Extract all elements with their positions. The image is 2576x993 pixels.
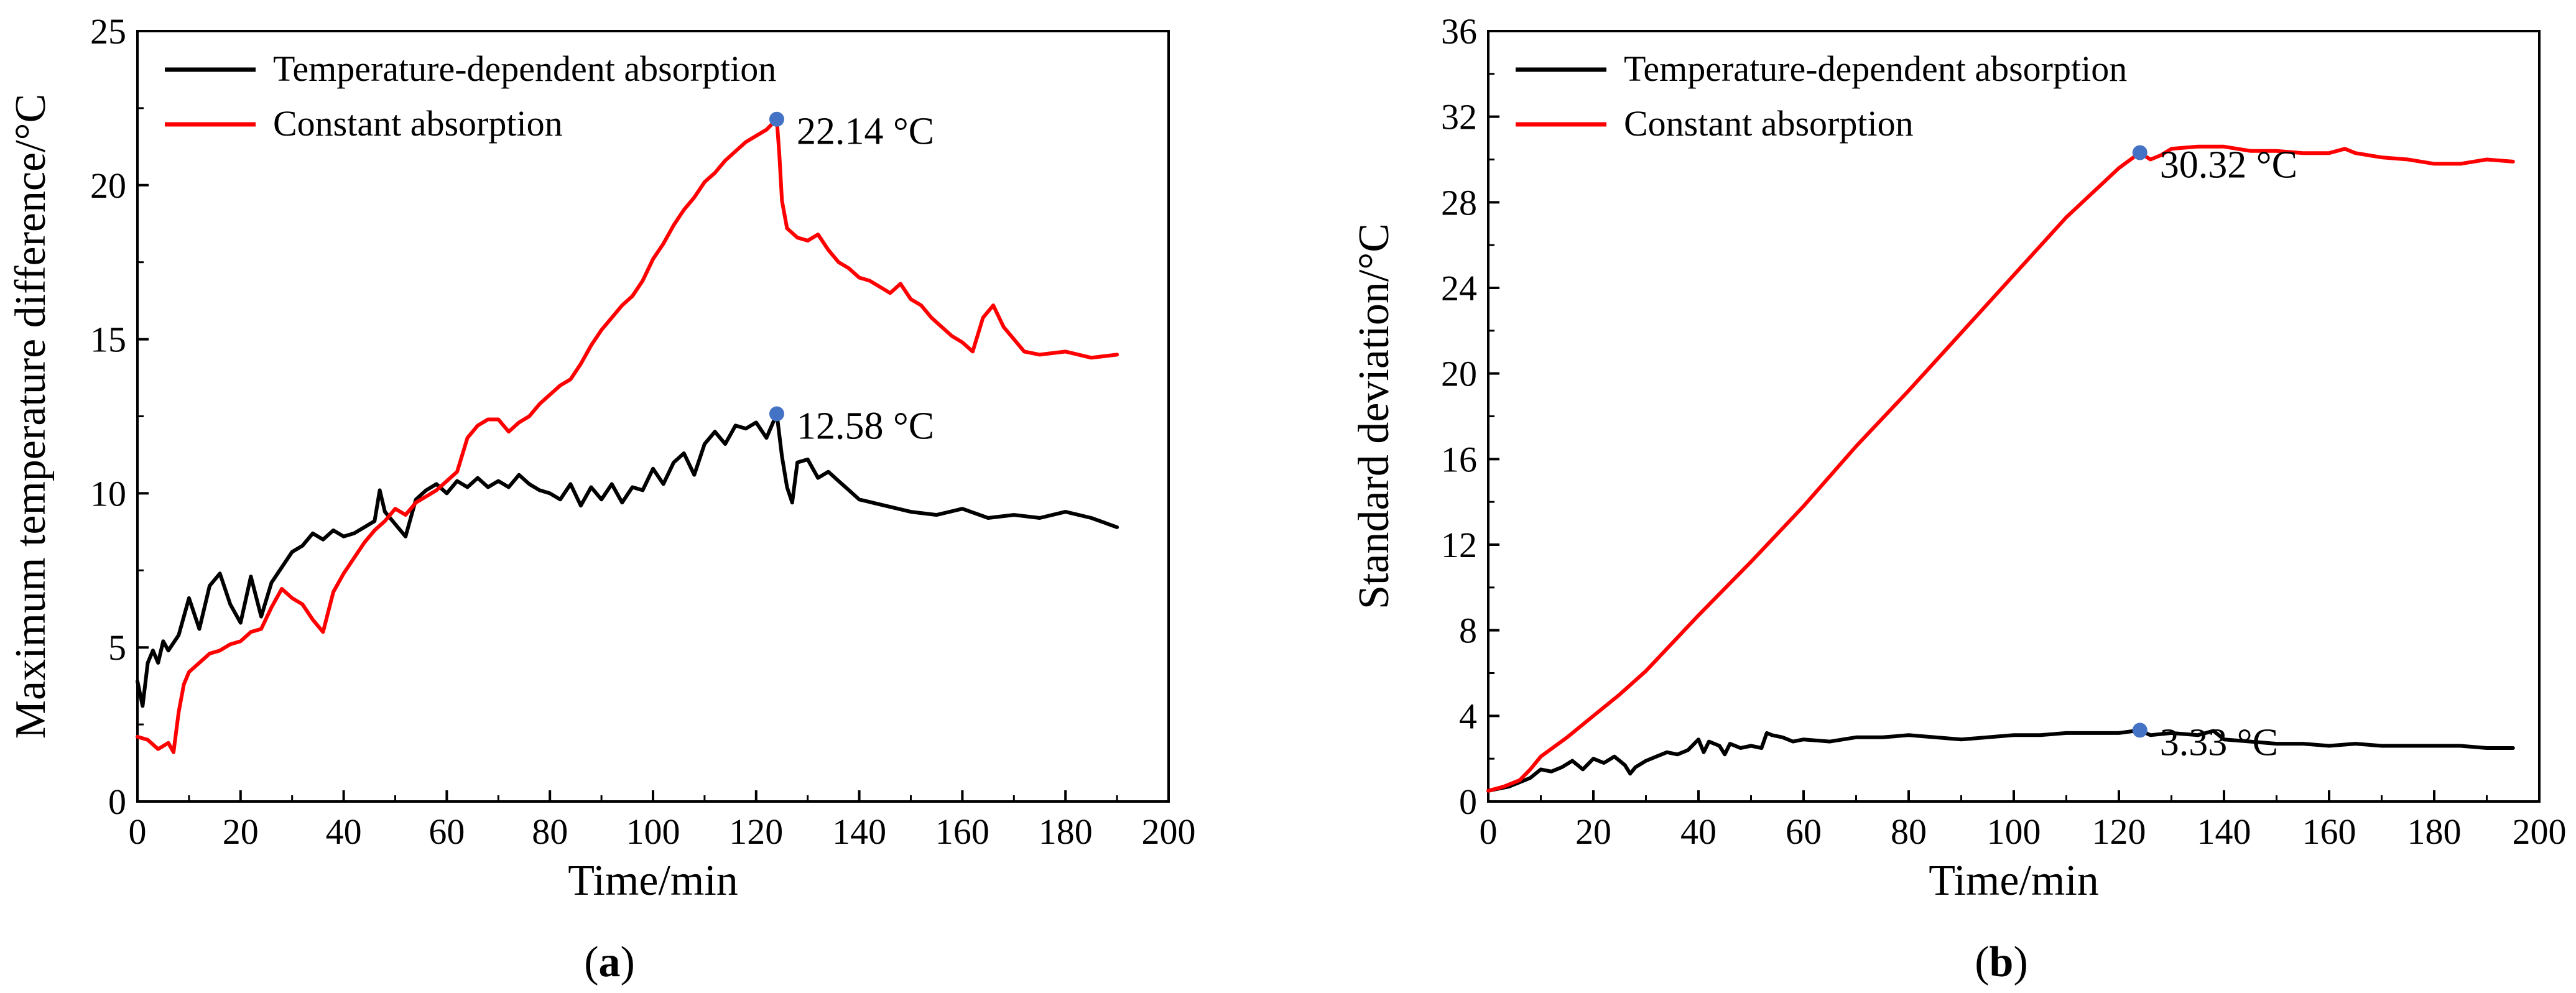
caption-letter: a [599,938,621,986]
y-axis-label: Standard deviation/°C [1350,223,1398,609]
x-axis-label: Time/min [568,857,738,905]
series-line-temperature-dependent [1486,728,2515,793]
x-tick-label: 60 [429,811,465,852]
series-line-constant [1486,144,2515,793]
x-tick-label: 200 [2513,811,2567,852]
x-tick-label: 80 [532,811,568,852]
x-tick-label: 100 [1987,811,2041,852]
series-line-constant [136,117,1119,754]
y-tick-label: 0 [108,782,126,822]
x-tick-label: 180 [2407,811,2462,852]
x-tick-label: 0 [129,811,147,852]
y-tick-label: 0 [1459,782,1477,822]
annotation-marker [769,406,784,422]
panel-caption: (b) [1975,938,2028,986]
series-line-temperature-dependent [136,412,1119,708]
x-tick-label: 80 [1891,811,1927,852]
y-tick-label: 12 [1441,525,1477,565]
y-axis-label: Maximum temperature difference/°C [7,94,55,739]
legend-label: Constant absorption [1624,103,1914,144]
y-tick-label: 24 [1441,268,1477,308]
annotation-label: 12.58 °C [797,405,934,448]
y-tick-label: 15 [90,320,126,360]
x-tick-label: 0 [1480,811,1498,852]
x-tick-label: 20 [223,811,259,852]
annotation-marker [2132,145,2147,160]
x-tick-label: 100 [626,811,680,852]
y-tick-label: 5 [108,627,126,668]
x-tick-label: 120 [729,811,783,852]
x-tick-label: 40 [326,811,362,852]
x-tick-label: 140 [832,811,886,852]
caption-open: ( [584,938,598,986]
x-tick-label: 200 [1142,811,1196,852]
x-tick-label: 160 [2302,811,2356,852]
chart-panel-a: 0 20 40 60 80 100 120 140 160 180 200 0 5 10 15 20 25 Tim… [7,11,1196,986]
y-tick-label: 28 [1441,182,1477,223]
y-tick-label: 10 [90,473,126,514]
annotation-marker [2132,723,2147,738]
caption-letter: b [1990,938,2014,986]
y-tick-label: 4 [1459,696,1477,736]
plot-frame [136,30,1170,803]
x-tick-label: 60 [1786,811,1822,852]
y-tick-label: 32 [1441,97,1477,137]
caption-close: ) [621,938,635,986]
x-tick-label: 120 [2092,811,2146,852]
legend-label: Temperature-dependent absorption [1624,48,2127,89]
x-tick-label: 20 [1575,811,1611,852]
plot-frame [1487,30,2541,803]
x-tick-label: 140 [2197,811,2251,852]
annotation-label: 3.33 °C [2160,721,2278,764]
y-tick-label: 25 [90,11,126,52]
y-tick-label: 36 [1441,11,1477,52]
chart-panel-b: 0 20 40 60 80 100 120 140 160 180 200 0 4 8 12 16 20 24 28… [1350,11,2567,986]
x-tick-label: 180 [1039,811,1093,852]
panel-caption: (a) [584,938,635,986]
annotation-label: 22.14 °C [797,111,934,153]
caption-open: ( [1975,938,1989,986]
x-axis-label: Time/min [1929,857,2099,905]
x-tick-label: 40 [1680,811,1717,852]
x-tick-label: 160 [935,811,989,852]
y-tick-label: 8 [1459,611,1477,651]
caption-close: ) [2013,938,2027,986]
legend-label: Constant absorption [273,103,563,144]
annotation-marker [769,111,784,127]
y-tick-label: 20 [1441,354,1477,394]
y-tick-label: 16 [1441,439,1477,479]
annotation-label: 30.32 °C [2160,144,2297,186]
y-tick-label: 20 [90,165,126,206]
legend-label: Temperature-dependent absorption [273,48,776,89]
